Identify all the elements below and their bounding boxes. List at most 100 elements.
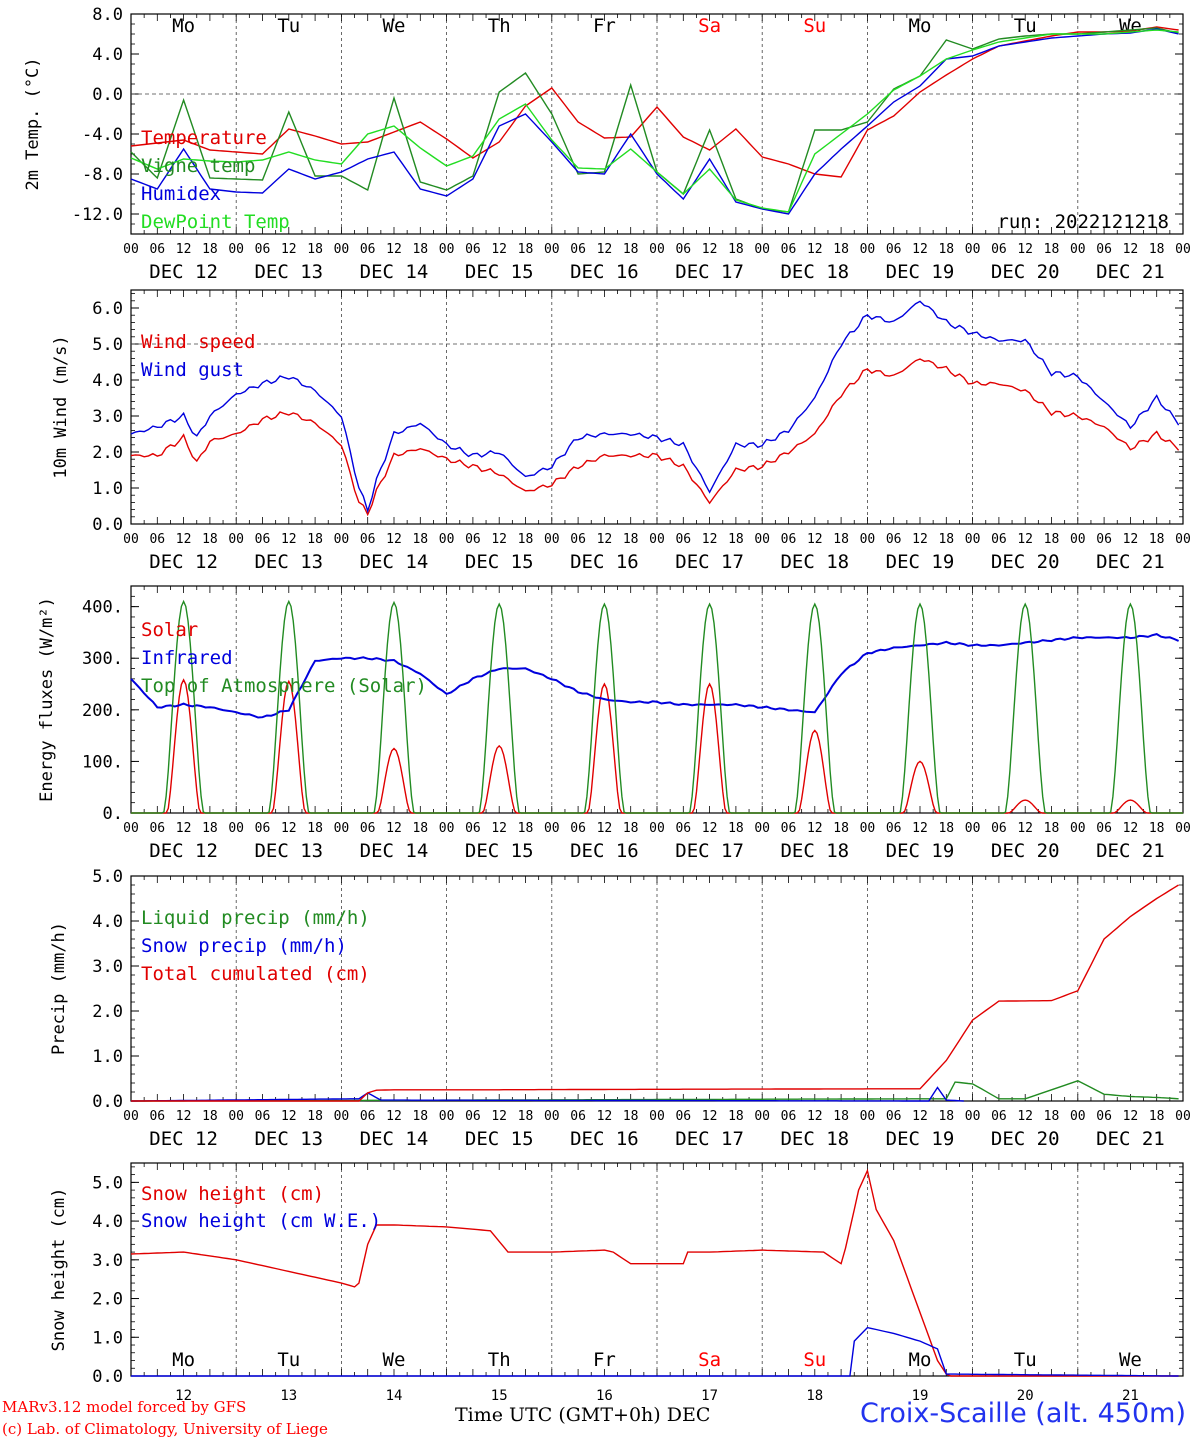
hour-tick-label: 00 — [544, 1109, 560, 1124]
hour-tick-label: 18 — [202, 821, 218, 836]
day-tick-label: DEC 13 — [254, 261, 323, 283]
day-tick-label: DEC 15 — [465, 551, 534, 573]
hour-tick-label: 06 — [360, 532, 376, 547]
day-tick-label: DEC 18 — [780, 840, 849, 862]
y-tick-label: 5.0 — [92, 335, 123, 355]
hour-tick-label: 12 — [702, 1109, 718, 1124]
day-tick-label: DEC 17 — [675, 261, 744, 283]
day-tick-label: DEC 19 — [886, 551, 955, 573]
hour-tick-label: 18 — [202, 242, 218, 257]
hour-tick-label: 00 — [334, 242, 350, 257]
hour-tick-label: 12 — [1123, 532, 1139, 547]
y-axis-label: Energy fluxes (W/m²) — [37, 597, 57, 802]
legend-entry: Snow height (cm W.E.) — [141, 1210, 381, 1232]
legend-entry: Total cumulated (cm) — [141, 963, 370, 985]
day-tick-label: DEC 14 — [360, 1128, 429, 1150]
time-axis-label: Time UTC (GMT+0h) DEC — [455, 1404, 710, 1426]
hour-tick-label: 06 — [465, 821, 481, 836]
hour-tick-label: 18 — [623, 532, 639, 547]
y-tick-label: -12.0 — [72, 205, 123, 225]
hour-tick-label: 06 — [886, 821, 902, 836]
hour-tick-label: 06 — [255, 1109, 271, 1124]
day-tick-label: DEC 20 — [991, 840, 1060, 862]
day-tick-label: DEC 21 — [1096, 261, 1165, 283]
hour-tick-label: 00 — [965, 532, 981, 547]
hour-tick-label: 00 — [123, 532, 139, 547]
day-tick-label: DEC 21 — [1096, 840, 1165, 862]
hour-tick-label: 00 — [228, 821, 244, 836]
hour-tick-label: 12 — [281, 821, 297, 836]
hour-tick-label: 18 — [1044, 242, 1060, 257]
hour-tick-label: 18 — [412, 821, 428, 836]
weekday-label: We — [383, 1349, 406, 1371]
day-tick-label: DEC 19 — [886, 261, 955, 283]
hour-tick-label: 18 — [833, 532, 849, 547]
y-tick-label: 8.0 — [92, 5, 123, 25]
hour-tick-label: 12 — [912, 1109, 928, 1124]
hour-tick-label: 18 — [728, 1109, 744, 1124]
hour-tick-label: 12 — [491, 1109, 507, 1124]
day-tick-label: DEC 13 — [254, 551, 323, 573]
day-tick-label: DEC 15 — [465, 261, 534, 283]
hour-tick-label: 06 — [255, 821, 271, 836]
hour-tick-label: 06 — [360, 242, 376, 257]
hour-tick-label: 18 — [938, 242, 954, 257]
hour-tick-label: 00 — [544, 821, 560, 836]
day-tick-label: DEC 12 — [149, 261, 218, 283]
hour-tick-label: 00 — [228, 242, 244, 257]
hour-tick-label: 06 — [1096, 821, 1112, 836]
hour-tick-label: 00 — [860, 532, 876, 547]
hour-tick-label: 18 — [412, 1109, 428, 1124]
hour-tick-label: 18 — [938, 821, 954, 836]
hour-tick-label: 06 — [465, 242, 481, 257]
day-tick-label: DEC 18 — [780, 261, 849, 283]
hour-tick-label: 06 — [781, 821, 797, 836]
day-tick-label: DEC 16 — [570, 1128, 639, 1150]
y-tick-label: 0.0 — [92, 1092, 123, 1112]
legend-entry: Snow precip (mm/h) — [141, 935, 347, 957]
run-annotation: run: 2022121218 — [997, 211, 1169, 233]
y-tick-label: 2.0 — [92, 1290, 123, 1310]
hour-tick-label: 06 — [675, 821, 691, 836]
hour-tick-label: 00 — [860, 821, 876, 836]
legend-entry: Liquid precip (mm/h) — [141, 907, 370, 929]
hour-tick-label: 00 — [649, 532, 665, 547]
hour-tick-label: 18 — [728, 532, 744, 547]
day-number-label: 17 — [701, 1388, 718, 1404]
hour-tick-label: 18 — [1149, 242, 1165, 257]
hour-tick-label: 00 — [860, 242, 876, 257]
day-tick-label: DEC 14 — [360, 261, 429, 283]
weekday-label: We — [383, 15, 406, 37]
legend-entry: Humidex — [141, 183, 221, 205]
weekday-label: Fr — [593, 15, 616, 37]
hour-tick-label: 12 — [1123, 821, 1139, 836]
day-tick-label: DEC 18 — [780, 1128, 849, 1150]
day-tick-label: DEC 20 — [991, 551, 1060, 573]
legend-entry: Wind gust — [141, 359, 244, 381]
y-axis-label: 2m Temp. (°C) — [23, 57, 43, 190]
day-tick-label: DEC 13 — [254, 840, 323, 862]
day-number-label: 14 — [386, 1388, 403, 1404]
y-tick-label: 100. — [82, 752, 123, 772]
hour-tick-label: 06 — [360, 821, 376, 836]
y-tick-label: 1.0 — [92, 1047, 123, 1067]
hour-tick-label: 12 — [281, 1109, 297, 1124]
weekday-label: Th — [488, 1349, 511, 1371]
hour-tick-label: 00 — [123, 242, 139, 257]
hour-tick-label: 06 — [886, 532, 902, 547]
hour-tick-label: 12 — [702, 821, 718, 836]
hour-tick-label: 00 — [754, 821, 770, 836]
y-tick-label: 0.0 — [92, 1367, 123, 1387]
day-number-label: 13 — [280, 1388, 297, 1404]
y-tick-label: 2.0 — [92, 1002, 123, 1022]
hour-tick-label: 18 — [938, 532, 954, 547]
hour-tick-label: 12 — [807, 532, 823, 547]
weekday-label: Sa — [698, 15, 721, 37]
hour-tick-label: 06 — [360, 1109, 376, 1124]
y-tick-label: -8.0 — [82, 165, 123, 185]
lab-credit: (c) Lab. of Climatology, University of L… — [2, 1420, 328, 1438]
y-tick-label: 0. — [103, 804, 123, 824]
day-number-label: 16 — [596, 1388, 613, 1404]
day-tick-label: DEC 18 — [780, 551, 849, 573]
y-tick-label: 3.0 — [92, 1251, 123, 1271]
